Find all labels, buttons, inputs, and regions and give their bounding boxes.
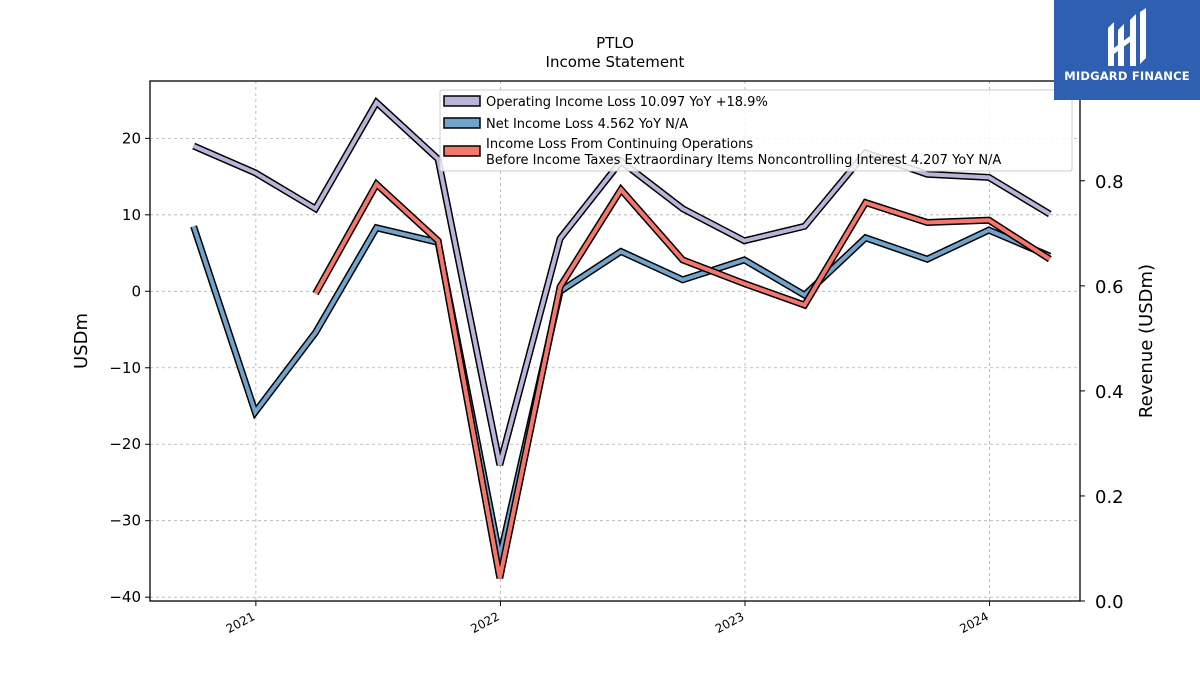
legend-label-2: Net Income Loss 4.562 YoY N/A xyxy=(486,117,688,132)
y2-tick-label: 0.2 xyxy=(1095,487,1124,508)
chart-subtitle: Income Statement xyxy=(546,53,685,71)
x-tick-label: 2023 xyxy=(713,609,747,636)
series-line-3 xyxy=(313,181,1051,579)
x-tick-label: 2024 xyxy=(957,609,991,636)
axis-layer: −40 −30 −20 −10 0 10 20 2021 2022 2023 2024 0.0 0.2 0… xyxy=(109,129,1123,636)
y-axis-label: USDm xyxy=(71,313,92,369)
y2-tick-label: 0.4 xyxy=(1095,382,1124,403)
legend: Operating Income Loss 10.097 YoY +18.9% N… xyxy=(439,89,1073,172)
logo-text: MIDGARD FINANCE xyxy=(1064,69,1190,83)
midgard-finance-logo: MIDGARD FINANCE xyxy=(1054,0,1200,100)
plot-frame xyxy=(149,80,1081,602)
legend-box xyxy=(439,89,1073,172)
legend-label-3: Income Loss From Continuing Operations Be… xyxy=(486,137,1001,168)
legend-swatch-2 xyxy=(443,117,481,129)
y-tick-label: −10 xyxy=(109,359,141,377)
y2-tick-label: 0.8 xyxy=(1095,172,1124,193)
legend-label-1: Operating Income Loss 10.097 YoY +18.9% xyxy=(486,95,768,110)
y-tick-label: 20 xyxy=(122,129,141,147)
midgard-logo-icon xyxy=(1108,8,1146,66)
y-tick-label: −20 xyxy=(109,435,141,453)
legend-swatch-1 xyxy=(443,95,481,107)
x-tick-label: 2022 xyxy=(468,609,502,636)
y-tick-label: 0 xyxy=(131,282,141,300)
y2-axis-label: Revenue (USDm) xyxy=(1136,264,1157,418)
y2-tick-label: 0.0 xyxy=(1095,592,1124,613)
series-outline-3 xyxy=(312,178,1052,579)
series-layer xyxy=(190,96,1052,579)
y2-tick-label: 0.6 xyxy=(1095,277,1124,298)
x-tick-label: 2021 xyxy=(224,609,258,636)
y-tick-label: −30 xyxy=(109,512,141,530)
y-tick-label: 10 xyxy=(122,206,141,224)
chart-title: PTLO xyxy=(596,34,634,52)
y-tick-label: −40 xyxy=(109,588,141,606)
legend-swatch-3 xyxy=(443,145,481,157)
